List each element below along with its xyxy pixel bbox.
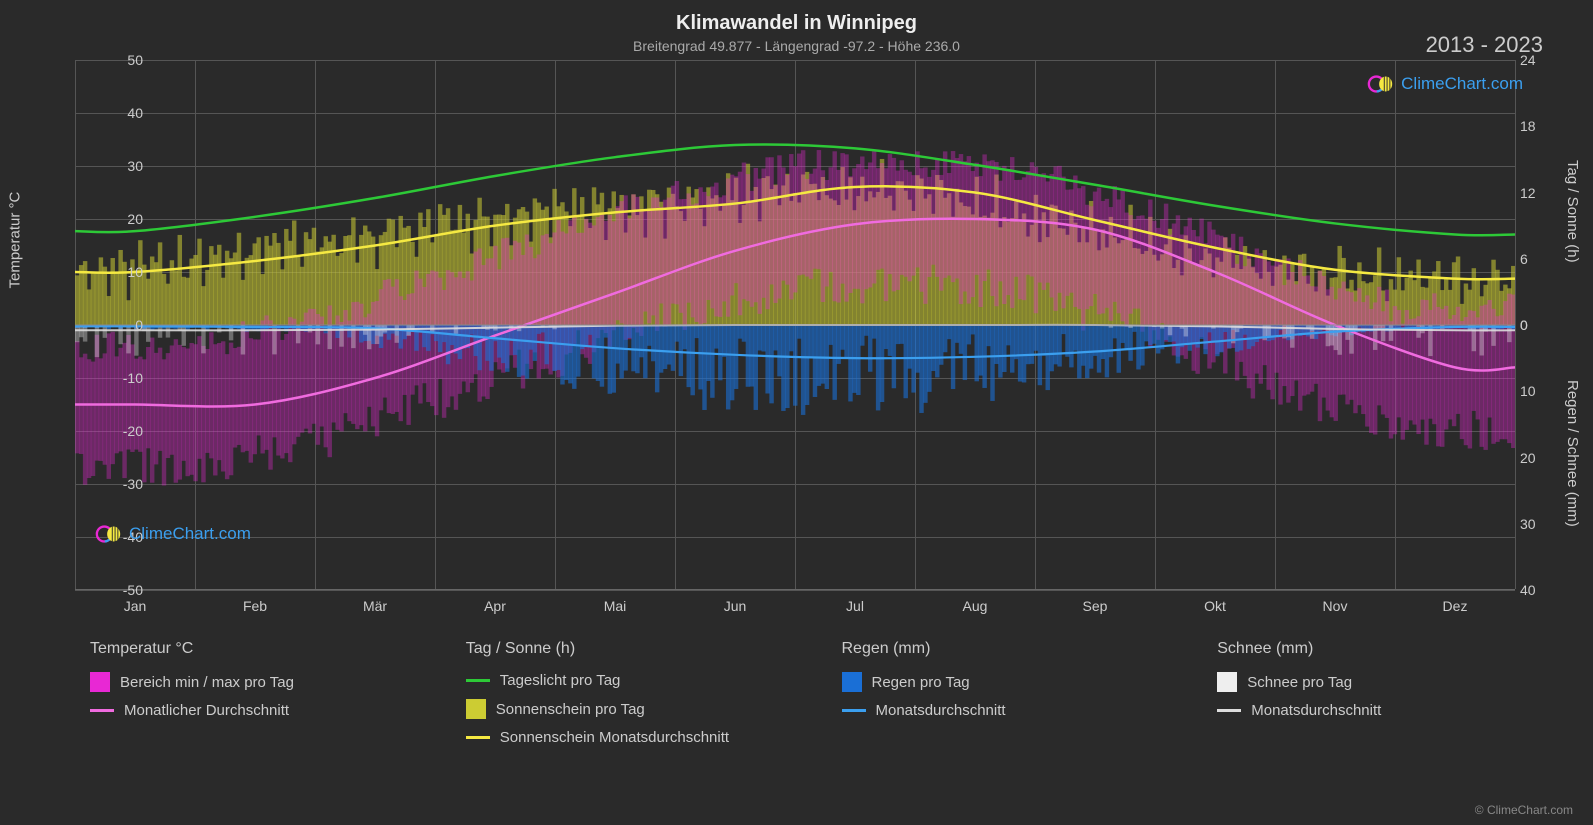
tick-precip: 0 xyxy=(1520,317,1560,333)
legend-item: Sonnenschein Monatsdurchschnitt xyxy=(466,729,802,746)
tick-hours: 12 xyxy=(1520,185,1560,201)
y-axis-left-label: Temperatur °C xyxy=(7,192,24,289)
brand-logo-top: ClimeChart.com xyxy=(1367,70,1523,98)
legend-label: Monatsdurchschnitt xyxy=(1251,702,1381,719)
tick-hours: 24 xyxy=(1520,52,1560,68)
tick-month: Okt xyxy=(1185,598,1245,614)
tick-temp: -50 xyxy=(83,582,143,598)
legend-label: Monatlicher Durchschnitt xyxy=(124,702,289,719)
tick-temp: -30 xyxy=(83,476,143,492)
tick-hours: 18 xyxy=(1520,118,1560,134)
legend-label: Schnee pro Tag xyxy=(1247,674,1352,691)
tick-precip: 10 xyxy=(1520,383,1560,399)
legend-label: Bereich min / max pro Tag xyxy=(120,674,294,691)
brand-text: ClimeChart.com xyxy=(129,524,251,544)
chart-subtitle: Breitengrad 49.877 - Längengrad -97.2 - … xyxy=(0,38,1593,54)
y-axis-right-label-1: Tag / Sonne (h) xyxy=(1564,160,1581,263)
tick-temp: 20 xyxy=(83,211,143,227)
legend-label: Sonnenschein Monatsdurchschnitt xyxy=(500,729,729,746)
legend-label: Monatsdurchschnitt xyxy=(876,702,1006,719)
legend-label: Tageslicht pro Tag xyxy=(500,672,621,689)
legend-line-icon xyxy=(466,679,490,682)
tick-precip: 40 xyxy=(1520,582,1560,598)
chart-plot-area xyxy=(75,60,1515,590)
legend-header: Schnee (mm) xyxy=(1217,640,1553,658)
tick-month: Feb xyxy=(225,598,285,614)
brand-logo-bottom: ClimeChart.com xyxy=(95,520,251,548)
tick-month: Jun xyxy=(705,598,765,614)
legend-header: Tag / Sonne (h) xyxy=(466,640,802,658)
tick-month: Sep xyxy=(1065,598,1125,614)
tick-precip: 20 xyxy=(1520,450,1560,466)
legend-item: Regen pro Tag xyxy=(842,672,1178,692)
legend-item: Tageslicht pro Tag xyxy=(466,672,802,689)
legend-item: Sonnenschein pro Tag xyxy=(466,699,802,719)
legend-line-icon xyxy=(842,709,866,712)
tick-month: Mai xyxy=(585,598,645,614)
tick-temp: 40 xyxy=(83,105,143,121)
legend-line-icon xyxy=(466,736,490,739)
tick-month: Mär xyxy=(345,598,405,614)
legend-swatch-icon xyxy=(90,672,110,692)
tick-month: Aug xyxy=(945,598,1005,614)
tick-temp: 50 xyxy=(83,52,143,68)
legend-header: Temperatur °C xyxy=(90,640,426,658)
legend-item: Monatsdurchschnitt xyxy=(1217,702,1553,719)
tick-temp: -20 xyxy=(83,423,143,439)
legend-line-icon xyxy=(1217,709,1241,712)
legend-item: Monatsdurchschnitt xyxy=(842,702,1178,719)
legend-item: Schnee pro Tag xyxy=(1217,672,1553,692)
tick-hours: 6 xyxy=(1520,251,1560,267)
legend-item: Monatlicher Durchschnitt xyxy=(90,702,426,719)
chart-title: Klimawandel in Winnipeg xyxy=(0,12,1593,35)
legend-swatch-icon xyxy=(842,672,862,692)
legend-header: Regen (mm) xyxy=(842,640,1178,658)
legend-swatch-icon xyxy=(1217,672,1237,692)
tick-month: Dez xyxy=(1425,598,1485,614)
tick-month: Nov xyxy=(1305,598,1365,614)
brand-text: ClimeChart.com xyxy=(1401,74,1523,94)
tick-temp: 30 xyxy=(83,158,143,174)
legend-label: Sonnenschein pro Tag xyxy=(496,701,645,718)
legend-swatch-icon xyxy=(466,699,486,719)
legend-label: Regen pro Tag xyxy=(872,674,970,691)
legend-line-icon xyxy=(90,709,114,712)
tick-month: Jan xyxy=(105,598,165,614)
legend: Temperatur °C Bereich min / max pro Tag Mo… xyxy=(90,640,1553,756)
tick-temp: -10 xyxy=(83,370,143,386)
y-axis-right-label-2: Regen / Schnee (mm) xyxy=(1564,380,1581,527)
tick-month: Jul xyxy=(825,598,885,614)
tick-precip: 30 xyxy=(1520,516,1560,532)
copyright: © ClimeChart.com xyxy=(1475,803,1573,817)
tick-month: Apr xyxy=(465,598,525,614)
tick-temp: 0 xyxy=(83,317,143,333)
tick-temp: 10 xyxy=(83,264,143,280)
legend-item: Bereich min / max pro Tag xyxy=(90,672,426,692)
